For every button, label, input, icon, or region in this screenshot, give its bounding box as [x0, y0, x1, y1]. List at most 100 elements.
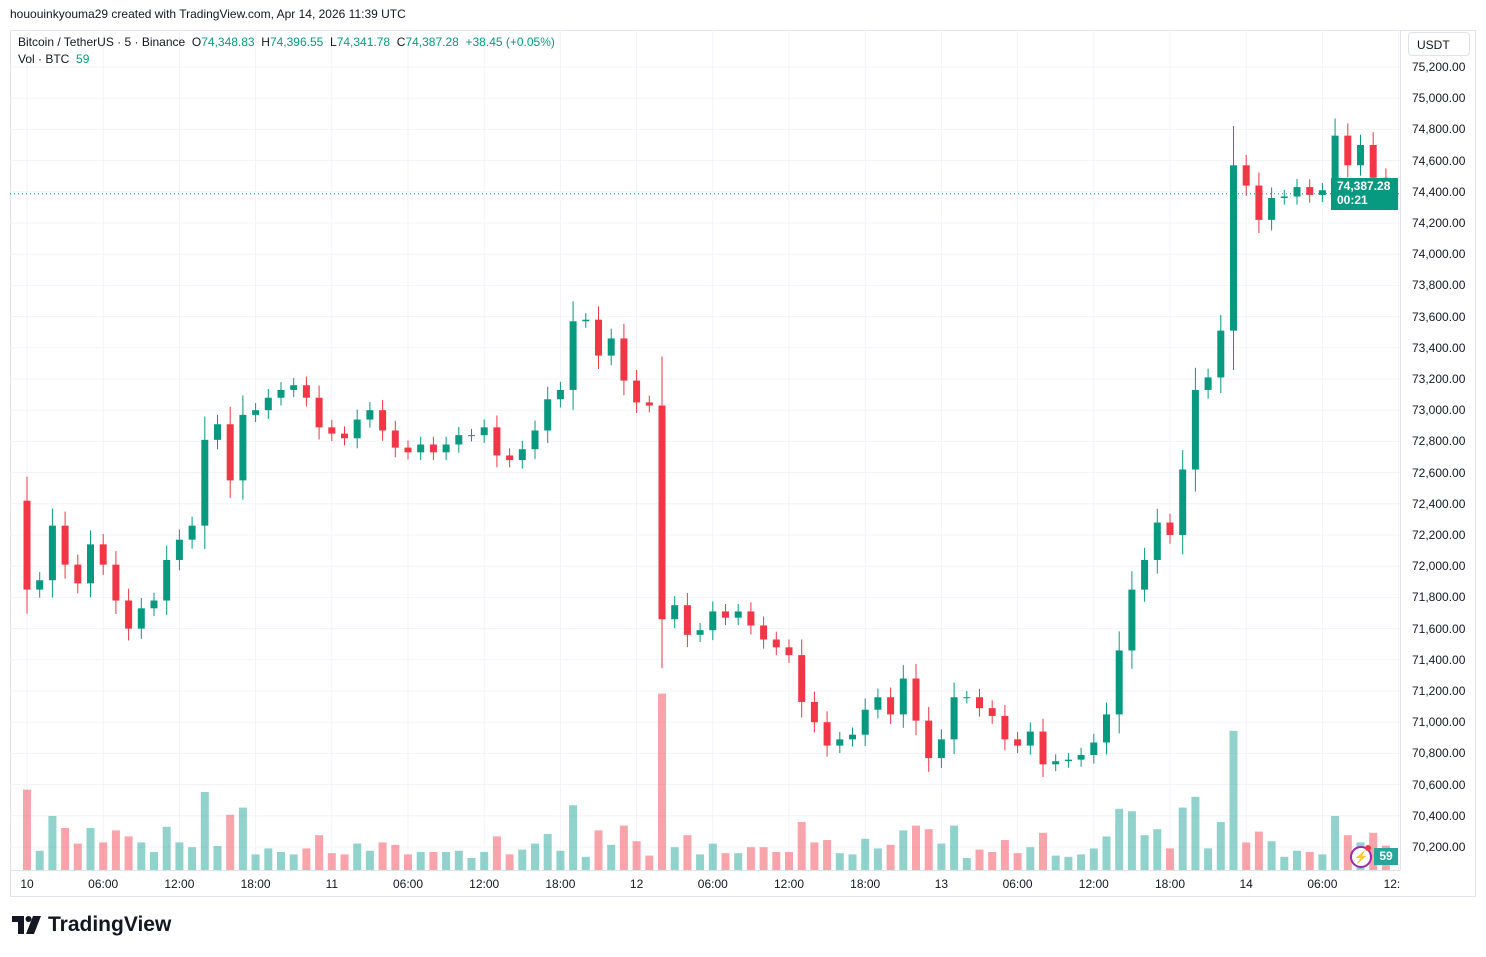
candle-body	[264, 397, 272, 411]
candle-body	[582, 319, 590, 322]
volume-bar	[480, 852, 489, 870]
currency-button[interactable]: USDT	[1408, 32, 1470, 56]
volume-bar	[1293, 850, 1301, 870]
candle-body	[455, 435, 463, 445]
price-tick-label: 70,400.00	[1412, 808, 1466, 823]
volume-bar	[886, 844, 895, 870]
candle-body	[302, 385, 310, 398]
volume-bar	[569, 805, 578, 870]
volume-bar	[99, 842, 108, 870]
time-tick-label: 12:00	[164, 877, 195, 891]
volume-bar	[543, 834, 552, 870]
price-tick-label: 75,200.00	[1412, 60, 1466, 74]
price-tick-label: 70,600.00	[1412, 777, 1466, 792]
close-label: C	[396, 35, 406, 49]
volume-bar	[404, 854, 412, 870]
volume-bar	[556, 850, 565, 870]
volume-bar	[454, 850, 463, 870]
volume-bar	[785, 852, 793, 870]
high-value: 74,396.55	[269, 35, 324, 49]
high-label: H	[261, 35, 270, 49]
candle-body	[379, 410, 387, 431]
candle-body	[696, 630, 704, 635]
price-tick-label: 71,200.00	[1412, 684, 1466, 698]
volume-bar	[353, 843, 362, 870]
candle-body	[506, 455, 514, 461]
volume-bar	[111, 830, 120, 870]
volume-legend: Vol · BTC 59	[18, 52, 89, 66]
volume-label[interactable]: Vol · BTC	[18, 52, 70, 66]
candle-body	[429, 444, 437, 453]
candle-body	[1103, 714, 1110, 743]
candle-body	[1039, 731, 1047, 765]
last-price-value: 74,387.28	[1337, 179, 1391, 193]
candle-body	[531, 430, 539, 450]
candle-body	[963, 697, 971, 699]
candle-body	[1128, 589, 1136, 651]
price-axis[interactable]	[1400, 30, 1476, 870]
lightning-alert-icon[interactable]: ⚡	[1350, 846, 1372, 868]
volume-bar	[175, 842, 184, 870]
candle-body	[87, 544, 94, 584]
candle-body	[1179, 469, 1187, 535]
candle-body	[1331, 135, 1339, 191]
open-value: 74,348.83	[201, 35, 255, 49]
price-tick-label: 72,800.00	[1412, 434, 1466, 449]
volume-bar	[696, 854, 705, 870]
volume-bar	[1089, 848, 1098, 870]
volume-bar	[1280, 856, 1289, 870]
candle-body	[633, 380, 641, 403]
candle-body	[226, 424, 234, 481]
candle-body	[1318, 190, 1326, 195]
volume-bar	[1191, 796, 1200, 870]
volume-bar	[23, 789, 31, 870]
candle-body	[810, 701, 818, 723]
candle-body	[937, 739, 945, 759]
volume-bar	[861, 838, 870, 870]
candle-body	[925, 720, 933, 759]
volume-bar	[734, 853, 743, 870]
candle-body	[874, 697, 882, 710]
time-tick-label: 12:00	[469, 877, 500, 891]
notification-dot	[1365, 845, 1371, 851]
candle-body	[125, 600, 133, 629]
volume-bar	[1331, 816, 1340, 870]
volume-bar	[797, 822, 806, 870]
candle-body	[442, 444, 450, 453]
volume-bar	[391, 844, 400, 870]
volume-bar	[962, 858, 971, 870]
price-chart-svg[interactable]	[10, 30, 1400, 870]
low-label: L	[330, 35, 337, 49]
candle-body	[912, 678, 920, 721]
chart-plot-area[interactable]	[10, 30, 1400, 870]
time-tick-label: 18:00	[240, 877, 271, 891]
time-axis[interactable]: 10 06:00 12:00 18:00 11 06:00 12:00 18:00 12 06:0…	[10, 870, 1400, 897]
price-tick-label: 72,400.00	[1412, 496, 1466, 511]
volume-bar	[73, 843, 82, 870]
volume-bar	[1064, 856, 1073, 870]
volume-bar	[924, 829, 933, 870]
candle-body	[645, 402, 653, 406]
volume-bar	[378, 842, 387, 870]
candle-body	[1268, 198, 1276, 220]
volume-bar	[708, 843, 717, 870]
candle-body	[976, 697, 983, 709]
symbol-name[interactable]: Bitcoin / TetherUS · 5 · Binance	[18, 35, 186, 49]
volume-bar	[581, 856, 590, 870]
candle-body	[1255, 185, 1263, 220]
candle-body	[252, 410, 260, 415]
volume-bar	[124, 836, 133, 870]
candle-body	[201, 439, 209, 526]
volume-bar	[442, 852, 451, 870]
volume-bar	[632, 841, 641, 870]
candle-body	[722, 611, 729, 618]
candle-body	[404, 447, 412, 453]
tradingview-logo[interactable]: TradingView	[12, 913, 171, 937]
candle-body	[569, 321, 577, 390]
candle-body	[366, 410, 374, 420]
volume-bar	[607, 844, 616, 870]
candle-body	[175, 539, 183, 560]
volume-bar	[645, 855, 654, 870]
candle-body	[74, 564, 82, 584]
volume-bar	[988, 852, 997, 870]
